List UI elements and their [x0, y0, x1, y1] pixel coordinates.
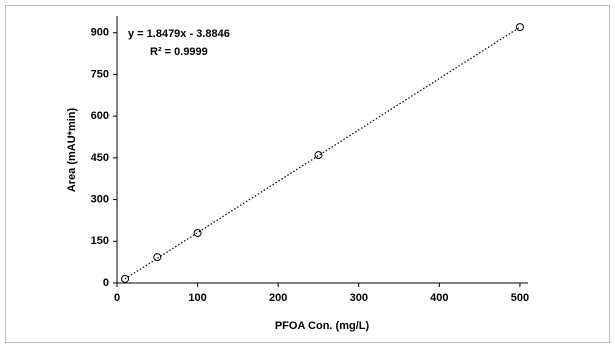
- x-tick-label: 200: [269, 292, 287, 304]
- x-axis-label: PFOA Con. (mg/L): [275, 320, 370, 332]
- y-tick-label: 450: [91, 152, 109, 164]
- x-tick-label: 400: [430, 292, 448, 304]
- y-tick-label: 150: [91, 235, 109, 247]
- y-axis-label: Area (mAU*min): [66, 107, 78, 192]
- data-point: [314, 151, 323, 160]
- chart-border: [5, 5, 610, 343]
- trendline: [124, 26, 521, 280]
- x-tick-label: 300: [350, 292, 368, 304]
- x-tick-label: 500: [511, 292, 529, 304]
- y-tick-label: 900: [91, 27, 109, 39]
- annotation: y = 1.8479x - 3.8846: [128, 28, 230, 40]
- data-point: [121, 274, 130, 283]
- x-tick-label: 100: [188, 292, 206, 304]
- y-tick-label: 600: [91, 110, 109, 122]
- y-tick-label: 300: [91, 193, 109, 205]
- y-tick-label: 750: [91, 68, 109, 80]
- data-point: [193, 228, 202, 237]
- data-point: [153, 253, 162, 262]
- annotation: R² = 0.9999: [150, 46, 208, 58]
- y-tick-label: 0: [103, 277, 109, 289]
- x-tick-label: 0: [114, 292, 120, 304]
- data-point: [515, 23, 524, 32]
